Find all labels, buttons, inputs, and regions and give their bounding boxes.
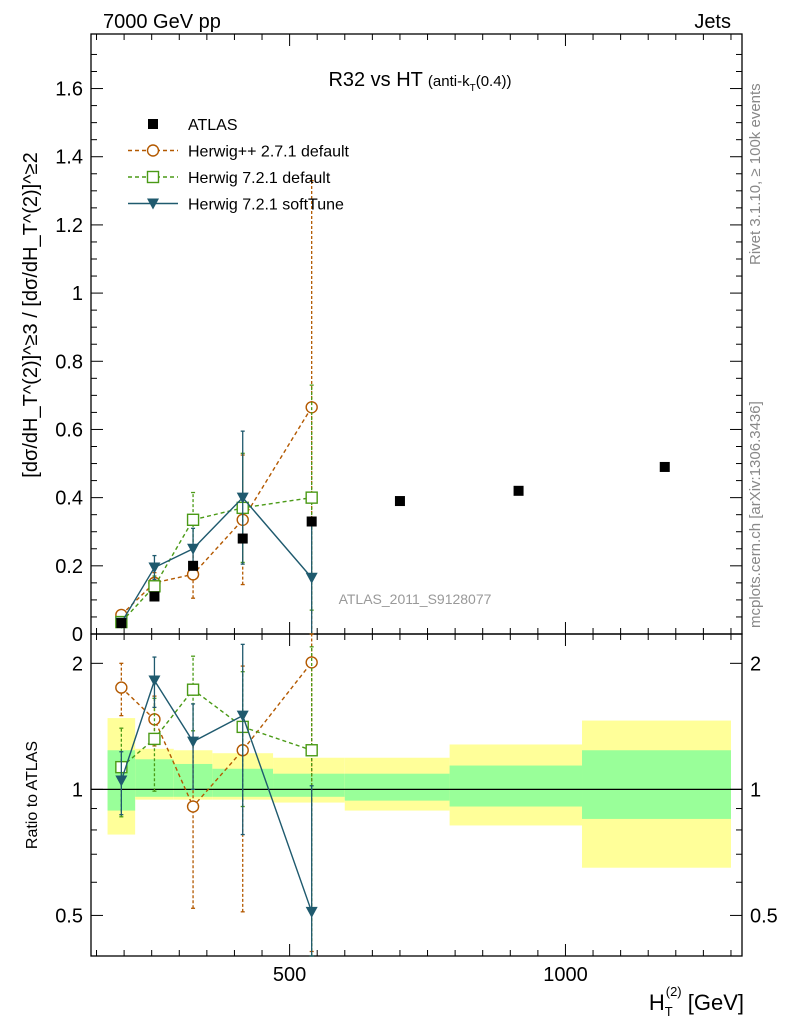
y-tick-label-ratio: 0.5 [55,905,83,927]
y-tick-label-main: 0.6 [55,419,83,441]
x-axis-label: HT (2) [GeV] [649,984,744,1019]
analysis-id: ATLAS_2011_S9128077 [339,591,492,607]
y-tick-label-main: 1 [72,283,83,305]
y-tick-label-ratio-right: 1 [750,779,761,801]
rivet-label: Rivet 3.1.10, ≥ 100k events [747,83,764,265]
header-left: 7000 GeV pp [103,11,221,33]
data-point [305,744,318,757]
legend: ATLAS Herwig++ 2.7.1 default Herwig 7.2.1 … [128,117,350,214]
y-tick-label-main: 0.8 [55,351,83,373]
band-inner [344,773,450,801]
chart-title: R32 vs HT (anti-kT(0.4)) [328,69,511,94]
series-atlas-main [116,461,670,629]
legend-item-atlas: ATLAS [148,117,238,134]
data-point [394,496,405,507]
uncertainty-bands [107,718,731,868]
band-inner [449,765,583,807]
y-tick-label-main: 0.4 [55,488,83,510]
legend-marker [146,170,160,184]
legend-label: ATLAS [188,117,238,134]
legend-marker [147,198,159,210]
data-point [115,775,128,787]
data-point [148,562,161,574]
x-axis-label-unit: [GeV] [682,990,744,1015]
data-point [513,485,524,496]
header-right: Jets [694,11,731,33]
y-tick-label-main: 0.2 [55,556,83,578]
series-line [120,496,312,623]
legend-label: Herwig++ 2.7.1 default [188,144,350,161]
legend-item-h7: Herwig 7.2.1 default [128,170,331,187]
chart-title-main: R32 vs HT [328,69,422,91]
ratio-y-axis-label: Ratio to ATLAS [24,741,41,849]
data-point [187,543,200,555]
data-point [115,681,128,694]
axis-ticks: 500 1000 0 0.2 0.4 0.6 0.8 1 1.2 1.4 1.6 0.5 0.5 1 1 2 2 [55,34,778,986]
x-axis-label-sub: T [665,1004,673,1019]
chart-title-sub-sub: T [470,83,476,94]
data-point [237,533,248,544]
x-tick-label: 500 [273,964,306,986]
data-point [148,732,161,746]
data-point [186,513,200,526]
data-point [236,492,249,504]
legend-item-h7soft: Herwig 7.2.1 softTune [128,197,344,214]
data-point [116,618,127,629]
y-tick-label-main: 0 [72,624,83,646]
chart-title-sub-post: (0.4)) [476,73,512,90]
series-h7soft-main [115,430,318,635]
data-point [149,591,160,602]
data-point [306,516,317,527]
ratio-plot-frame [90,633,743,957]
y-tick-label-main: 1.4 [55,147,83,169]
legend-label: Herwig 7.2.1 softTune [188,197,344,214]
x-axis-label-h: H [649,990,665,1015]
legend-item-hpp: Herwig++ 2.7.1 default [128,144,350,161]
x-tick-label: 1000 [543,964,588,986]
series-layer [115,179,670,957]
data-point [188,560,199,571]
series-h7soft-ratio [115,643,318,957]
x-axis-label-sup: (2) [666,984,682,999]
data-point [148,580,161,593]
y-tick-label-ratio: 1 [72,779,83,801]
legend-label: Herwig 7.2.1 default [188,170,331,187]
y-tick-label-ratio: 2 [72,653,83,675]
legend-marker [148,119,158,129]
series-line [120,496,313,624]
data-point [305,656,318,669]
y-tick-label-main: 1.6 [55,79,83,101]
y-tick-label-ratio-right: 0.5 [750,905,778,927]
band-inner [273,773,345,797]
data-point [186,683,200,696]
legend-marker [146,144,160,157]
data-point [186,800,200,813]
y-tick-label-main: 1.2 [55,215,83,237]
y-tick-label-ratio-right: 2 [750,653,761,675]
data-point [659,461,670,472]
band-inner [582,750,731,819]
main-y-axis-label: [dσ/dH_T^(2)]^≥3 / [dσ/dH_T^(2)]^≥2 [20,152,42,477]
data-point [305,906,318,918]
data-point [305,491,318,504]
series-hpp-main [115,179,318,635]
series-h7-ratio [115,646,318,957]
data-point [236,710,249,722]
mcplots-label: mcplots.cern.ch [arXiv:1306.3436] [747,401,764,628]
data-point [305,572,318,584]
data-point [187,736,200,748]
data-point [148,675,161,687]
chart-title-sub-pre: (anti-k [428,73,470,90]
series-h7-main [115,384,318,629]
